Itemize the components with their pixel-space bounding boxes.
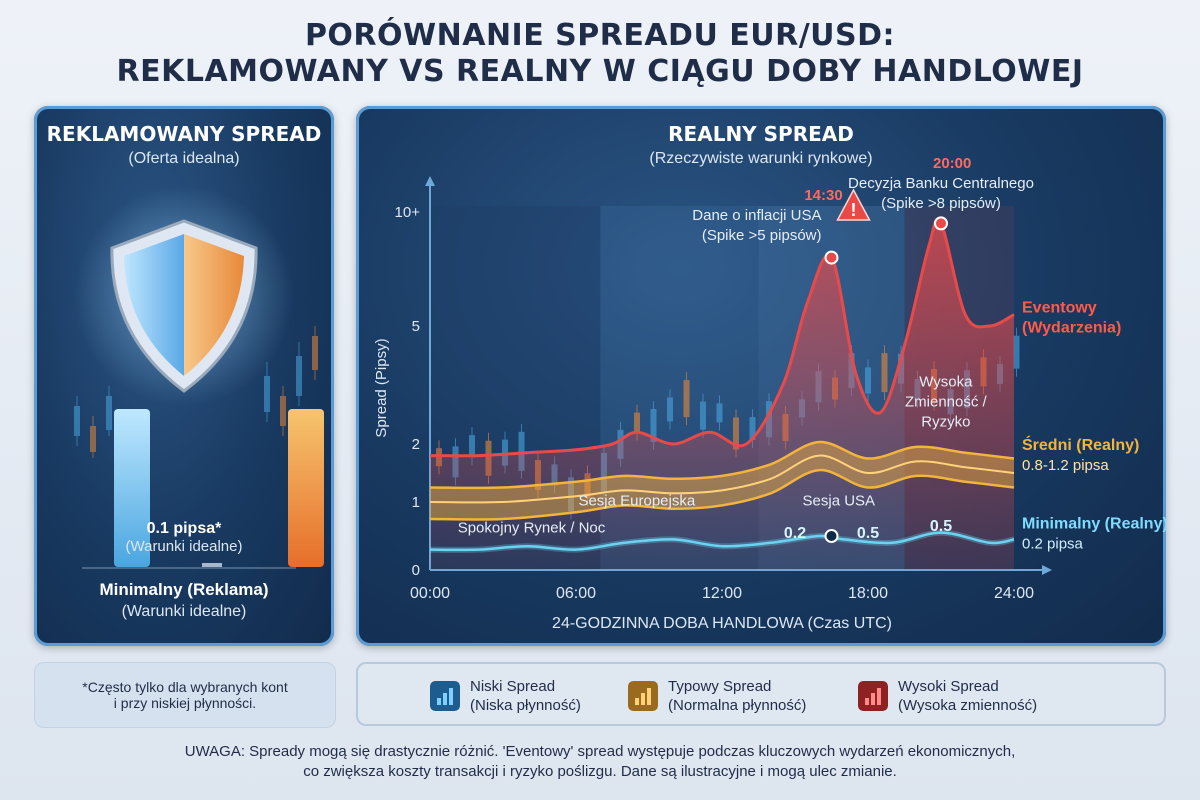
legend-low-line2: (Niska płynność) xyxy=(470,697,581,714)
session-label: Spokojny Rynek / Noc xyxy=(458,520,606,537)
footnote-line-1: *Często tylko dla wybranych kont xyxy=(82,679,288,695)
candle-body xyxy=(502,439,508,466)
legend-item-typical: Typowy Spread (Normalna płynność) xyxy=(628,674,806,718)
candle-body xyxy=(865,367,871,394)
annotation-text: Dane o inflacji USA xyxy=(692,207,821,224)
legend: Niski Spread (Niska płynność) Typowy Spre… xyxy=(356,662,1166,726)
legend-low-line1: Niski Spread xyxy=(470,678,556,695)
title-line-2: REKLAMOWANY VS REALNY W CIĄGU DOBY HANDL… xyxy=(116,54,1084,89)
shield-icon xyxy=(110,219,258,393)
y-tick-label: 0 xyxy=(412,562,420,579)
average-line-upper xyxy=(429,440,1015,490)
real-panel-title: REALNY SPREAD xyxy=(668,122,854,146)
minimal-line xyxy=(429,531,1015,552)
y-tick-label: 5 xyxy=(412,318,420,335)
low-spread-icon xyxy=(430,681,460,711)
point-label: 0.5 xyxy=(857,525,879,542)
disclaimer-line-1: UWAGA: Spready mogą się drastycznie różn… xyxy=(184,743,1016,760)
high-spread-icon xyxy=(858,681,888,711)
legend-item-high: Wysoki Spread (Wysoka zmienność) xyxy=(858,674,1037,718)
candle-body xyxy=(650,408,657,442)
x-tick-label: 00:00 xyxy=(410,585,450,602)
annotation-text: Decyzja Banku Centralnego xyxy=(848,175,1034,192)
advertised-bar-orange xyxy=(288,409,324,567)
advertised-value-bar xyxy=(202,563,222,567)
annotation-point xyxy=(934,216,948,231)
point-label: 0.5 xyxy=(930,518,952,535)
advertised-illustration xyxy=(74,186,324,569)
real-spread-chart: 0 1 2 5 10+ 00:00 06:00 12:00 18:00 24:00 24-GODZI… xyxy=(373,155,1166,632)
series-label-event: Eventowy xyxy=(1022,300,1097,317)
warning-triangle xyxy=(836,188,871,221)
legend-item-low: Niski Spread (Niska płynność) xyxy=(430,674,581,718)
warning-mark: ! xyxy=(851,200,857,220)
candle-body xyxy=(667,397,673,422)
average-band xyxy=(430,441,1014,520)
annotation-time: 14:30 xyxy=(804,187,842,204)
session-label: Zmienność / xyxy=(905,394,988,411)
advertised-bar-blue xyxy=(114,409,150,567)
annotation-point xyxy=(824,250,839,265)
advertised-value-sub: (Warunki idealne) xyxy=(125,538,243,555)
warning-icon: ! xyxy=(836,188,871,221)
series-label-event-sub: (Wydarzenia) xyxy=(1022,320,1121,337)
legend-typical-line1: Typowy Spread xyxy=(668,678,772,695)
candle-body xyxy=(700,401,706,430)
legend-high-line2: (Wysoka zmienność) xyxy=(898,697,1038,714)
real-spread-panel: REALNY SPREAD (Rzeczywiste warunki rynko… xyxy=(356,106,1166,646)
series-label-average-range: 0.8-1.2 pipsa xyxy=(1022,457,1109,474)
decorative-candles xyxy=(74,326,318,458)
typical-spread-icon xyxy=(628,681,658,711)
title-line-1: PORÓWNANIE SPREADU EUR/USD: xyxy=(304,18,896,53)
disclaimer-line-2: co zwiększa koszty transakcji i ryzyko p… xyxy=(303,763,897,780)
minimal-point xyxy=(824,529,839,543)
annotation-text: (Spike >8 pipsów) xyxy=(881,195,1001,212)
candle-body xyxy=(634,412,640,433)
candle-body xyxy=(881,353,888,393)
series-label-minimal: Minimalny (Realny) xyxy=(1022,516,1166,533)
y-axis-label: Spread (Pipsy) xyxy=(373,338,390,437)
session-label: Wysoka xyxy=(919,374,973,391)
legend-typical-line2: (Normalna płynność) xyxy=(668,697,807,714)
session-label: Sesja USA xyxy=(803,492,876,509)
x-tick-label: 24:00 xyxy=(994,585,1034,602)
legend-high-line1: Wysoki Spread xyxy=(898,678,999,695)
annotation-time: 20:00 xyxy=(933,155,971,172)
series-label-minimal-range: 0.2 pipsa xyxy=(1022,536,1084,553)
advertised-value-label: 0.1 pipsa* xyxy=(146,520,222,537)
candle-body xyxy=(683,380,690,418)
series-label-average: Średni (Realny) xyxy=(1022,435,1139,454)
candle-body xyxy=(716,403,723,423)
advertised-caption-title: Minimalny (Reklama) xyxy=(99,580,269,599)
x-axis-label: 24-GODZINNA DOBA HANDLOWA (Czas UTC) xyxy=(552,615,892,632)
advertised-spread-panel: REKLAMOWANY SPREAD (Oferta idealna) xyxy=(34,106,334,646)
y-axis-arrow xyxy=(425,176,435,186)
footnote-box: *Często tylko dla wybranych kont i przy … xyxy=(34,662,336,728)
advertised-panel-title: REKLAMOWANY SPREAD xyxy=(46,122,322,146)
real-panel-subtitle: (Rzeczywiste warunki rynkowe) xyxy=(649,150,873,167)
x-tick-label: 06:00 xyxy=(556,585,596,602)
session-label: Ryzyko xyxy=(921,414,970,431)
x-tick-label: 12:00 xyxy=(702,585,742,602)
x-tick-label: 18:00 xyxy=(848,585,888,602)
candle-body xyxy=(749,417,756,441)
average-line-lower xyxy=(429,468,1015,521)
candle-body xyxy=(1013,335,1020,369)
annotation-text: (Spike >5 pipsów) xyxy=(702,227,822,244)
candle-body xyxy=(518,431,525,471)
point-label: 0.2 xyxy=(784,525,806,542)
y-tick-label: 2 xyxy=(412,436,420,453)
advertised-caption-sub: (Warunki idealne) xyxy=(121,603,247,620)
y-tick-label: 1 xyxy=(412,494,420,511)
x-axis-arrow xyxy=(1042,565,1052,575)
candle-body xyxy=(469,435,475,458)
disclaimer: UWAGA: Spready mogą się drastycznie różn… xyxy=(0,742,1200,782)
y-tick-label: 10+ xyxy=(395,204,421,221)
advertised-panel-subtitle: (Oferta idealna) xyxy=(128,150,240,167)
candle-body xyxy=(733,417,739,450)
footnote-line-2: i przy niskiej płynności. xyxy=(113,695,257,711)
average-line xyxy=(429,454,1015,504)
page-title: PORÓWNANIE SPREADU EUR/USD: REKLAMOWANY … xyxy=(0,18,1200,90)
session-label: Sesja Europejska xyxy=(578,492,695,509)
